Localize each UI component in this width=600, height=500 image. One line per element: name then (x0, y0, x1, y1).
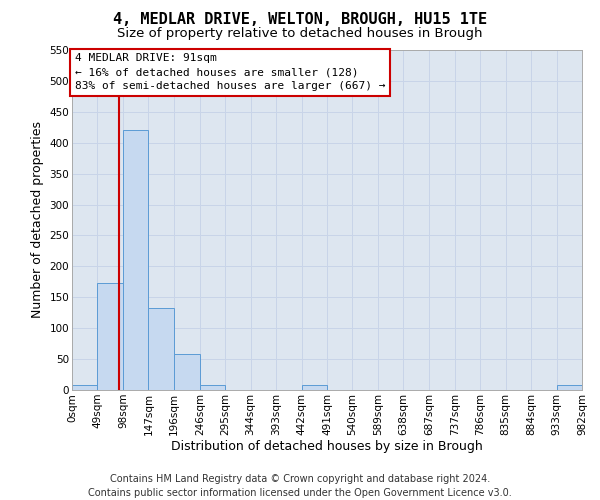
Text: Contains HM Land Registry data © Crown copyright and database right 2024.
Contai: Contains HM Land Registry data © Crown c… (88, 474, 512, 498)
Text: Size of property relative to detached houses in Brough: Size of property relative to detached ho… (117, 28, 483, 40)
Bar (97, 283, 123, 390)
Bar (123, 130, 148, 390)
Text: 4, MEDLAR DRIVE, WELTON, BROUGH, HU15 1TE: 4, MEDLAR DRIVE, WELTON, BROUGH, HU15 1T… (113, 12, 487, 28)
Bar (174, 354, 200, 390)
Bar (72, 385, 97, 390)
X-axis label: Distribution of detached houses by size in Brough: Distribution of detached houses by size … (171, 440, 483, 454)
Bar (557, 385, 582, 390)
Bar (302, 385, 327, 390)
Bar (200, 385, 225, 390)
Text: 4 MEDLAR DRIVE: 91sqm
← 16% of detached houses are smaller (128)
83% of semi-det: 4 MEDLAR DRIVE: 91sqm ← 16% of detached … (74, 53, 385, 91)
Y-axis label: Number of detached properties: Number of detached properties (31, 122, 44, 318)
Bar (148, 308, 174, 390)
